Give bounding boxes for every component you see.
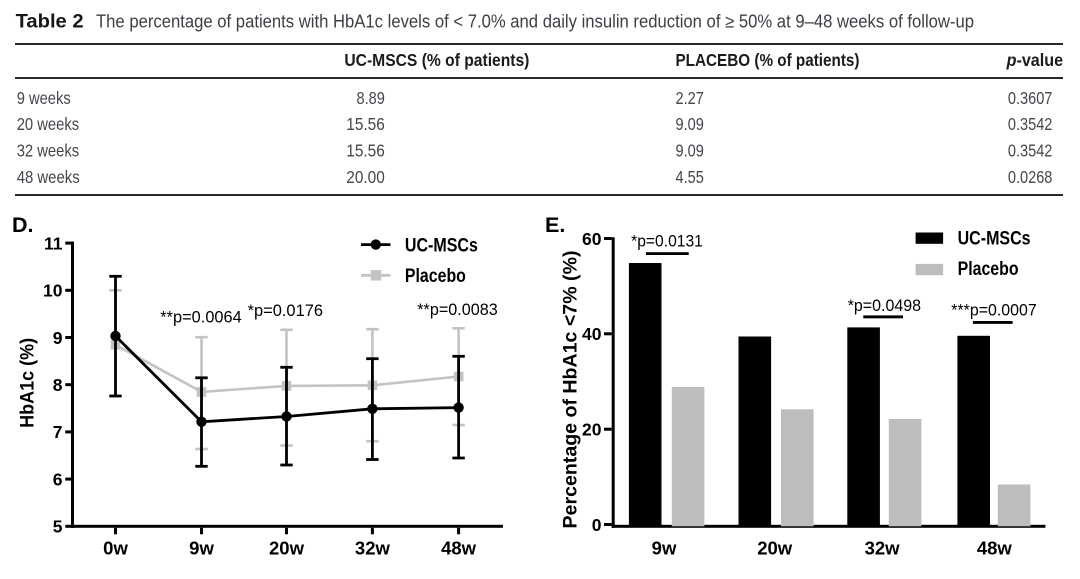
svg-text:40: 40 <box>582 324 602 344</box>
svg-text:D.: D. <box>12 213 34 237</box>
svg-text:Percentage of HbA1c <7% (%): Percentage of HbA1c <7% (%) <box>561 251 582 529</box>
svg-text:p-value: p-value <box>1006 50 1064 70</box>
svg-text:6: 6 <box>53 469 63 489</box>
svg-text:UC-MSCs: UC-MSCs <box>958 228 1031 249</box>
svg-text:Table 2: Table 2 <box>16 11 84 32</box>
svg-text:5: 5 <box>53 517 63 537</box>
svg-text:UC-MSCS (% of patients): UC-MSCS (% of patients) <box>344 50 529 70</box>
svg-text:0.3607: 0.3607 <box>1008 88 1053 108</box>
svg-text:20w: 20w <box>757 537 793 558</box>
svg-text:HbA1c (%): HbA1c (%) <box>17 338 39 428</box>
svg-text:9w: 9w <box>652 537 677 558</box>
svg-text:20.00: 20.00 <box>346 167 385 187</box>
svg-text:32w: 32w <box>355 537 391 558</box>
svg-text:48 weeks: 48 weeks <box>17 167 80 187</box>
svg-text:4.55: 4.55 <box>676 167 704 187</box>
svg-text:Placebo: Placebo <box>958 259 1019 280</box>
svg-text:8: 8 <box>53 375 63 395</box>
svg-text:0.0268: 0.0268 <box>1008 167 1053 187</box>
svg-text:2.27: 2.27 <box>676 88 704 108</box>
svg-text:9.09: 9.09 <box>676 114 704 134</box>
svg-text:10: 10 <box>43 281 63 301</box>
svg-text:9 weeks: 9 weeks <box>17 88 71 108</box>
svg-text:*p=0.0131: *p=0.0131 <box>631 232 703 251</box>
svg-text:7: 7 <box>53 422 63 442</box>
svg-text:PLACEBO (% of patients): PLACEBO (% of patients) <box>676 50 860 70</box>
svg-text:15.56: 15.56 <box>346 114 385 134</box>
svg-text:11: 11 <box>44 233 63 253</box>
svg-text:*p=0.0498: *p=0.0498 <box>848 296 921 315</box>
svg-text:9.09: 9.09 <box>676 141 704 161</box>
svg-text:UC-MSCs: UC-MSCs <box>405 235 478 256</box>
svg-text:8.89: 8.89 <box>357 88 385 108</box>
svg-text:32w: 32w <box>865 537 901 558</box>
svg-text:20: 20 <box>582 420 602 440</box>
svg-text:48w: 48w <box>441 537 477 558</box>
svg-text:**p=0.0064: **p=0.0064 <box>160 307 242 326</box>
svg-text:20w: 20w <box>269 537 305 558</box>
svg-text:Placebo: Placebo <box>405 266 466 287</box>
svg-text:9: 9 <box>53 328 63 348</box>
svg-text:15.56: 15.56 <box>346 141 385 161</box>
svg-text:E.: E. <box>545 213 565 237</box>
svg-text:9w: 9w <box>189 537 214 558</box>
svg-text:**p=0.0083: **p=0.0083 <box>417 300 498 319</box>
svg-text:20 weeks: 20 weeks <box>17 114 80 134</box>
svg-text:***p=0.0007: ***p=0.0007 <box>951 300 1037 319</box>
svg-text:*p=0.0176: *p=0.0176 <box>248 301 323 320</box>
svg-text:The percentage of patients wit: The percentage of patients with HbA1c le… <box>96 11 974 31</box>
svg-text:0: 0 <box>592 515 602 535</box>
svg-text:60: 60 <box>582 229 602 249</box>
svg-text:32 weeks: 32 weeks <box>17 141 80 161</box>
svg-text:0.3542: 0.3542 <box>1008 141 1053 161</box>
svg-text:0.3542: 0.3542 <box>1008 114 1053 134</box>
svg-text:48w: 48w <box>977 537 1013 558</box>
svg-text:0w: 0w <box>103 537 128 558</box>
